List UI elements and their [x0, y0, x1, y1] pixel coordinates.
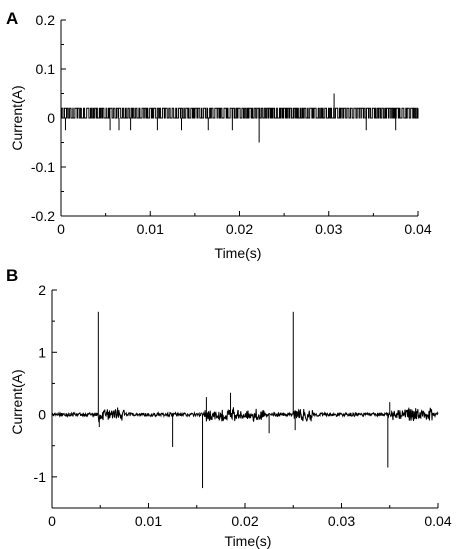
panel-a-y-tick-label: 0.2 [36, 12, 56, 28]
panel-a-axes: 0 0.01 0.02 0.03 0.04 0.2 0.1 0 -0.1 -0.2 [31, 12, 432, 237]
panel-a-x-tick-label: 0.01 [137, 221, 164, 237]
panel-a-y-tick-label: -0.1 [31, 159, 55, 175]
panel-a-x-axis-label: Time(s) [215, 245, 262, 261]
panel-b-y-tick-label: 0 [38, 407, 46, 423]
panel-a-y-tick-label: 0 [47, 110, 55, 126]
panel-a-y-axis-label: Current(A) [9, 85, 25, 150]
panel-b-x-tick-label: 0.03 [328, 513, 355, 529]
panel-b-x-tick-label: 0.02 [231, 513, 258, 529]
panel-b-x-tick-label: 0.01 [135, 513, 162, 529]
panel-a-x-tick-label: 0.03 [315, 221, 342, 237]
panel-b-x-tick-label: 0.04 [424, 513, 451, 529]
panel-b-y-tick-label: 1 [38, 344, 46, 360]
panel-a-y-tick-label: -0.2 [31, 208, 55, 224]
panel-a-trace [60, 93, 419, 143]
panel-b-y-axis-label: Current(A) [9, 369, 25, 434]
panel-b-axes: 0 0.01 0.02 0.03 0.04 2 1 0 -1 [34, 282, 452, 529]
panel-label-a: A [6, 9, 18, 28]
panel-a-y-tick-label: 0.1 [36, 61, 56, 77]
panel-b: B 0 0.01 0.02 0.03 0.04 2 1 0 -1 Time(s) Current… [6, 266, 452, 549]
panel-b-y-tick-label: -1 [34, 469, 47, 485]
panel-b-x-tick-label: 0 [48, 513, 56, 529]
panel-b-x-axis-label: Time(s) [225, 533, 272, 549]
panel-a-x-tick-label: 0.02 [226, 221, 253, 237]
panel-a-x-tick-label: 0.04 [404, 221, 431, 237]
panel-a-series-line [60, 107, 419, 119]
panel-a-x-tick-label: 0 [57, 221, 65, 237]
panel-b-series-line [51, 407, 439, 423]
panel-a: A 0 0.01 0.02 0.03 0.04 0.2 0.1 0 -0.1 -0.2 Time(… [6, 9, 432, 261]
panel-b-trace [51, 311, 439, 489]
panel-b-y-tick-label: 2 [38, 282, 46, 298]
panel-label-b: B [6, 266, 18, 285]
